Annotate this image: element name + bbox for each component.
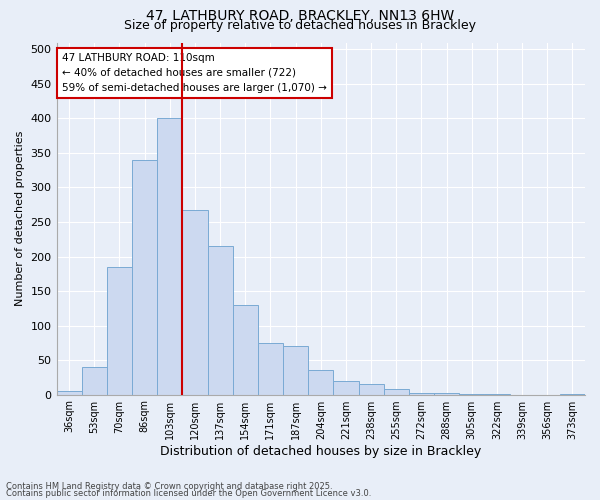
Bar	[208, 246, 233, 394]
Bar	[132, 160, 157, 394]
Text: 47, LATHBURY ROAD, BRACKLEY, NN13 6HW: 47, LATHBURY ROAD, BRACKLEY, NN13 6HW	[146, 9, 454, 23]
Bar	[56, 391, 82, 394]
Text: Contains HM Land Registry data © Crown copyright and database right 2025.: Contains HM Land Registry data © Crown c…	[6, 482, 332, 491]
Bar	[409, 392, 434, 394]
X-axis label: Distribution of detached houses by size in Brackley: Distribution of detached houses by size …	[160, 444, 481, 458]
Text: Size of property relative to detached houses in Brackley: Size of property relative to detached ho…	[124, 19, 476, 32]
Bar	[434, 393, 459, 394]
Bar	[157, 118, 182, 394]
Bar	[258, 343, 283, 394]
Text: 47 LATHBURY ROAD: 110sqm
← 40% of detached houses are smaller (722)
59% of semi-: 47 LATHBURY ROAD: 110sqm ← 40% of detach…	[62, 53, 327, 92]
Bar	[107, 267, 132, 394]
Bar	[334, 381, 359, 394]
Bar	[233, 305, 258, 394]
Bar	[383, 389, 409, 394]
Y-axis label: Number of detached properties: Number of detached properties	[15, 131, 25, 306]
Text: Contains public sector information licensed under the Open Government Licence v3: Contains public sector information licen…	[6, 488, 371, 498]
Bar	[82, 367, 107, 394]
Bar	[283, 346, 308, 395]
Bar	[359, 384, 383, 394]
Bar	[182, 210, 208, 394]
Bar	[308, 370, 334, 394]
